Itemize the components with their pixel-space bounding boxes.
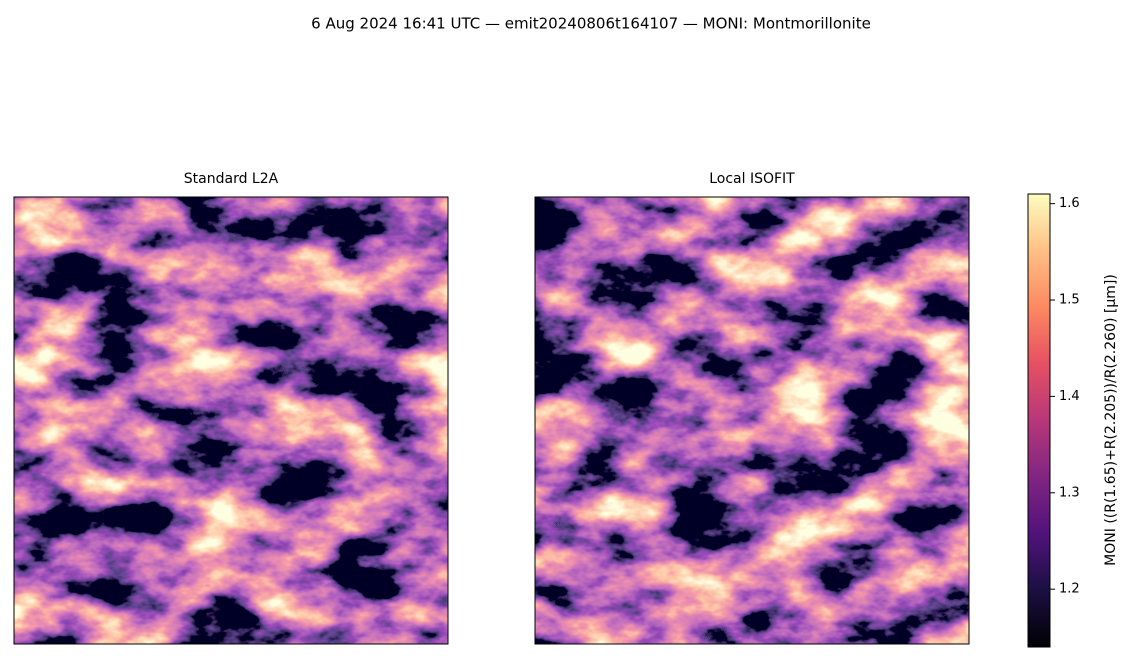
panel-frame: [534, 196, 970, 645]
colorbar: [1027, 193, 1051, 648]
image-panel: [14, 197, 448, 644]
colorbar-ticks: 1.2 1.3 1.4 1.5 1.6: [1050, 196, 1080, 597]
colorbar-label: MONI ((R(1.65)+R(2.205))/R(2.260) [µm]): [1103, 274, 1119, 566]
colorbar-tick-label: 1.3: [1059, 485, 1080, 500]
colorbar-tick-label: 1.5: [1059, 293, 1080, 308]
figure-title: 6 Aug 2024 16:41 UTC — emit20240806t1641…: [311, 15, 871, 33]
colorbar-tick-label: 1.4: [1059, 389, 1080, 404]
panel-frame: [13, 196, 449, 645]
panel-title: Local ISOFIT: [709, 171, 795, 187]
colorbar-tick-label: 1.2: [1059, 582, 1080, 597]
panel-title: Standard L2A: [184, 171, 279, 187]
colorbar-tick-label: 1.6: [1059, 196, 1080, 211]
image-panel: [535, 197, 969, 644]
